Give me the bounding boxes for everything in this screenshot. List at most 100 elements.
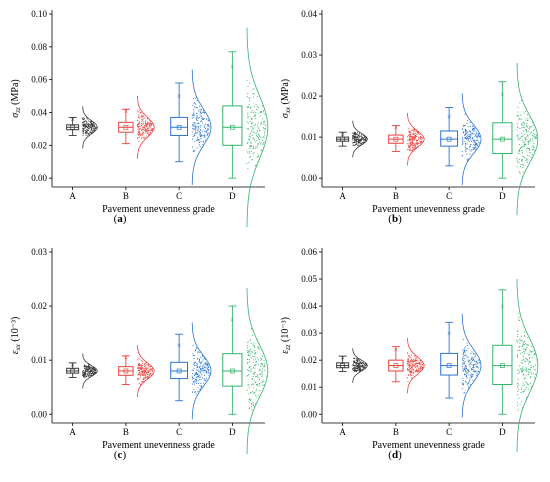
data-point (196, 106, 198, 108)
data-point (201, 122, 203, 124)
data-point (525, 381, 527, 383)
data-point (148, 126, 150, 128)
data-point (528, 354, 530, 356)
data-point (257, 385, 259, 387)
data-point (200, 109, 203, 111)
data-point (531, 346, 533, 348)
data-point (249, 353, 251, 355)
data-point (418, 139, 420, 141)
data-point (254, 349, 256, 352)
data-point (470, 143, 472, 146)
data-point (354, 367, 356, 369)
data-point (468, 374, 470, 376)
data-point (461, 388, 463, 390)
data-point (141, 113, 143, 115)
data-point (407, 380, 409, 383)
data-point (522, 124, 524, 127)
data-point (475, 360, 477, 362)
data-point (473, 127, 475, 129)
data-point (358, 370, 360, 372)
data-point (150, 129, 152, 132)
data-point (248, 116, 250, 118)
data-point (525, 368, 527, 370)
data-point (363, 365, 365, 367)
data-point (420, 364, 422, 366)
data-point (419, 370, 421, 372)
data-point (261, 355, 263, 357)
data-point (263, 111, 265, 113)
data-point (409, 140, 411, 142)
data-point (466, 344, 468, 346)
data-point (193, 150, 195, 153)
data-point (138, 109, 140, 111)
data-point (516, 134, 518, 137)
data-point (86, 130, 88, 132)
data-point (417, 366, 419, 368)
data-point (534, 364, 537, 366)
data-point (531, 357, 533, 359)
data-point (408, 139, 411, 141)
data-point (192, 121, 194, 124)
data-point (257, 127, 259, 129)
data-point (412, 358, 414, 360)
y-tick-label: 0.02 (301, 355, 317, 365)
data-point (204, 139, 206, 141)
data-point (263, 121, 265, 123)
data-point (248, 135, 250, 137)
data-point (195, 361, 197, 363)
data-point (194, 126, 197, 128)
data-point (142, 131, 144, 133)
data-point (201, 374, 203, 376)
data-point (528, 368, 530, 370)
data-point (472, 375, 474, 377)
data-point (208, 119, 210, 121)
data-point (201, 130, 203, 132)
data-point (520, 118, 522, 120)
data-point (193, 102, 196, 104)
data-point (517, 133, 519, 135)
data-point (191, 131, 193, 133)
data-point (473, 360, 475, 362)
data-point (462, 358, 464, 360)
iqr-box (170, 116, 189, 136)
data-point (413, 360, 415, 362)
data-point (352, 145, 354, 147)
data-point (260, 150, 262, 152)
data-point (202, 118, 205, 120)
outlier-marker: × (340, 130, 345, 139)
data-point (253, 355, 255, 358)
data-point (521, 401, 523, 403)
data-point (254, 141, 256, 143)
data-point (465, 130, 467, 132)
data-point (532, 145, 534, 147)
y-tick-label: 0.03 (31, 247, 47, 257)
box-B: × (388, 337, 425, 394)
data-point (256, 96, 258, 98)
data-point (533, 135, 535, 137)
data-point (527, 344, 529, 346)
data-point (518, 171, 521, 173)
data-point (360, 139, 362, 141)
y-tick-label: 0.05 (301, 274, 317, 284)
data-point (145, 123, 147, 125)
data-point (207, 128, 209, 131)
data-point (253, 139, 255, 141)
data-point (263, 142, 265, 144)
data-point (200, 121, 202, 123)
data-point (89, 120, 91, 122)
data-point (253, 116, 255, 118)
data-point (518, 389, 520, 391)
data-point (194, 140, 196, 142)
data-point (354, 368, 356, 370)
data-point (149, 369, 151, 371)
data-point (136, 119, 138, 121)
data-point (90, 132, 92, 134)
data-point (517, 384, 519, 387)
data-point (463, 124, 465, 126)
data-point (519, 147, 521, 149)
data-point (248, 366, 251, 368)
data-point (468, 140, 470, 142)
data-point (533, 366, 535, 368)
data-point (191, 138, 193, 140)
data-point (262, 143, 264, 145)
